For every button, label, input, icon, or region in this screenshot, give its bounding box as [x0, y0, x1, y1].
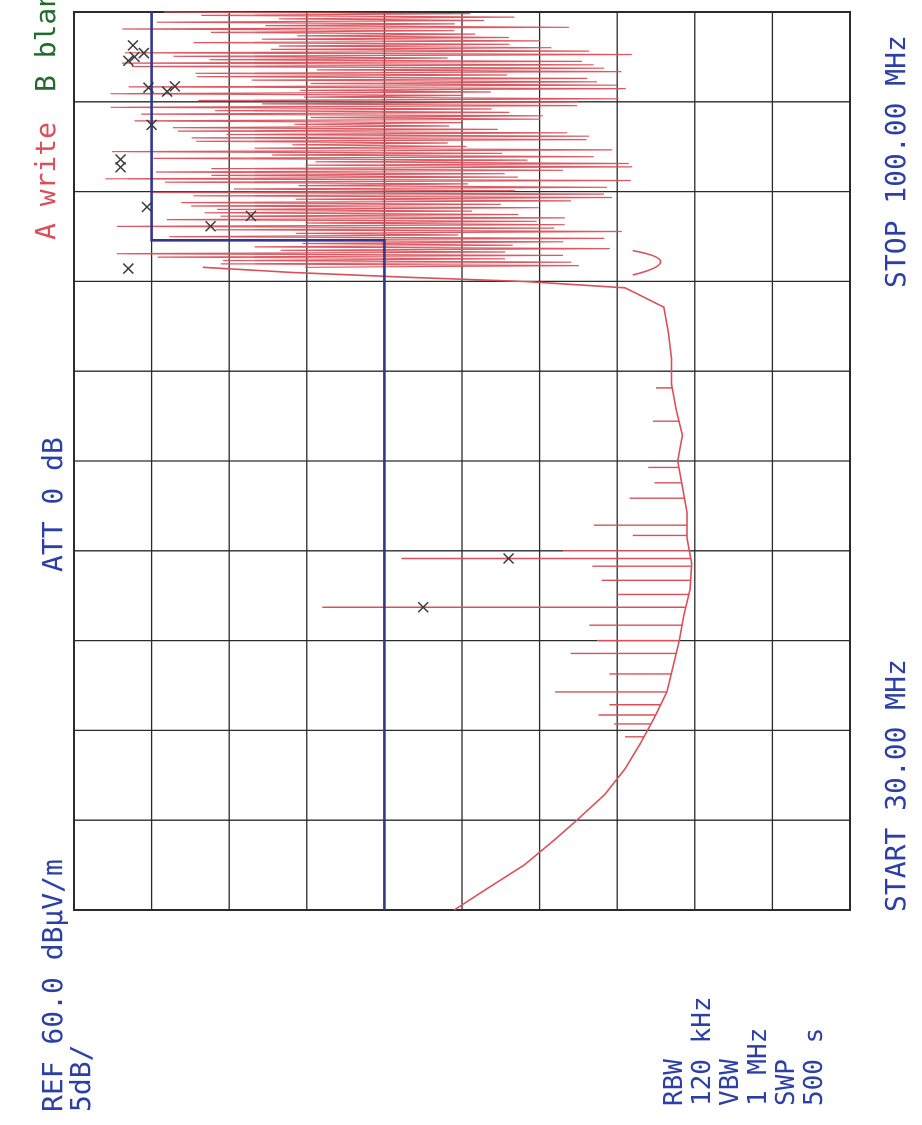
ref-level-label: REF 60.0 dBμV/m: [36, 859, 69, 1112]
peak-marker: [141, 201, 153, 213]
peak-marker: [127, 39, 139, 51]
peak-marker: [205, 220, 217, 232]
peak-marker-stroke: [205, 220, 217, 232]
trace-a-dense-region: [105, 11, 633, 268]
peak-marker-stroke: [169, 80, 181, 92]
peak-markers: [115, 39, 515, 613]
swp-label: SWP: [771, 1059, 801, 1106]
limit-line-b: [150, 12, 386, 910]
peak-marker: [122, 263, 134, 275]
trace-b-label: B blank: [29, 0, 62, 92]
stop-frequency-label: STOP 100.00 MHz: [879, 35, 912, 288]
scale-label: 5dB/: [64, 1045, 97, 1112]
peak-marker: [146, 119, 158, 131]
peak-marker-stroke: [146, 119, 158, 131]
peak-marker: [122, 55, 134, 67]
vbw-label: VBW: [715, 1059, 745, 1106]
peak-marker-stroke: [417, 601, 429, 613]
peak-marker: [245, 210, 257, 222]
start-frequency-label: START 30.00 MHz: [879, 659, 912, 912]
trace-a-label: A write: [29, 122, 62, 240]
rbw-value: 120 kHz: [687, 996, 717, 1106]
trace-a-bump: [632, 249, 662, 276]
peak-marker: [115, 153, 127, 166]
peak-marker-stroke: [122, 55, 134, 67]
peak-marker-stroke: [128, 51, 141, 63]
peak-marker-stroke: [245, 210, 257, 222]
peak-marker-stroke: [503, 552, 515, 565]
peak-marker-stroke: [141, 201, 153, 213]
peak-marker-stroke: [122, 263, 134, 275]
peak-marker-stroke: [138, 47, 150, 59]
peak-marker: [142, 82, 155, 94]
vbw-value: 1 MHz: [743, 1028, 773, 1106]
att-label: ATT 0 dB: [36, 437, 69, 572]
limit-line-path: [150, 12, 386, 910]
peak-marker: [161, 86, 173, 98]
peak-marker-stroke: [115, 153, 127, 166]
peak-marker: [417, 601, 429, 613]
peak-marker: [138, 47, 150, 59]
peak-marker: [169, 80, 181, 92]
peak-marker: [503, 552, 515, 565]
grid: [73, 11, 851, 911]
peak-marker-stroke: [142, 82, 155, 94]
trace-a: [105, 11, 693, 911]
trace-a-baseline: [202, 266, 693, 911]
rbw-label: RBW: [659, 1059, 689, 1106]
swp-value: 500 s: [799, 1028, 829, 1106]
peak-marker-stroke: [161, 86, 173, 98]
peak-marker-stroke: [127, 39, 139, 51]
peak-marker: [128, 51, 141, 63]
